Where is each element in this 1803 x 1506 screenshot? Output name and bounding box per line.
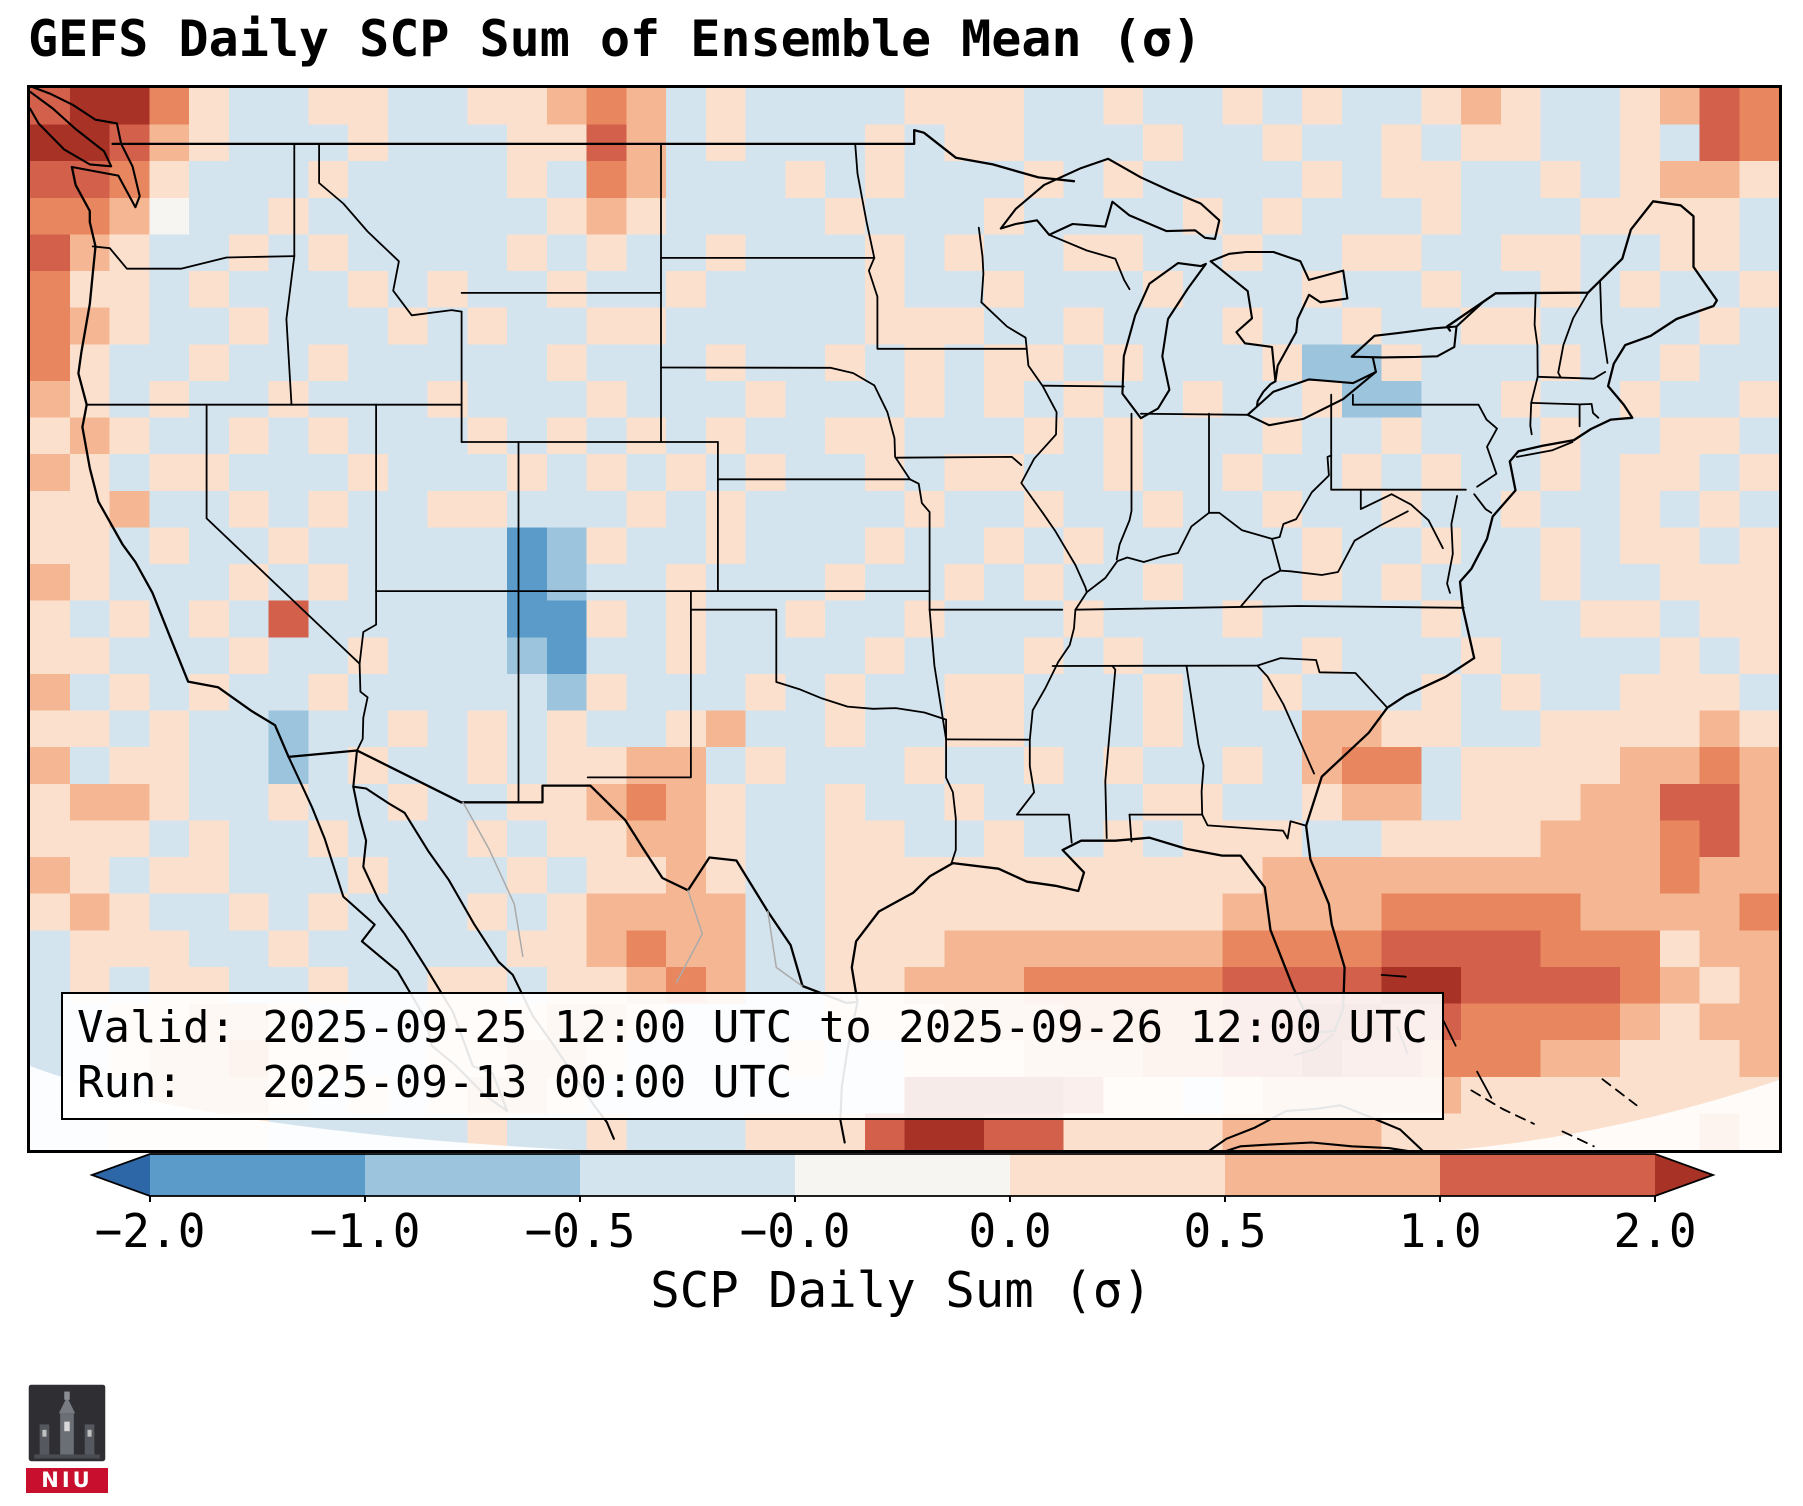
- colorbar-tick-label: −1.0: [309, 1204, 421, 1258]
- colorbar-tick-label: −0.0: [739, 1204, 851, 1258]
- valid-time-text: Valid: 2025-09-25 12:00 UTC to 2025-09-2…: [77, 1002, 1429, 1053]
- colorbar-tick-label: 1.0: [1398, 1204, 1482, 1258]
- niu-banner: NIU: [26, 1468, 108, 1493]
- validity-info-box: Valid: 2025-09-25 12:00 UTC to 2025-09-2…: [61, 992, 1445, 1120]
- page-title: GEFS Daily SCP Sum of Ensemble Mean (σ): [28, 10, 1202, 68]
- colorbar-tick-label: 0.0: [968, 1204, 1052, 1258]
- colorbar-tick-label: −2.0: [94, 1204, 206, 1258]
- run-time-text: Run: 2025-09-13 00:00 UTC: [77, 1057, 793, 1108]
- conus-scp-heatmap: [30, 88, 1779, 1150]
- colorbar-tick-label: −0.5: [524, 1204, 636, 1258]
- colorbar: [89, 1153, 1716, 1202]
- niu-banner-text: NIU: [41, 1468, 93, 1492]
- niu-emblem-icon: [28, 1384, 106, 1462]
- colorbar-tick-label: 2.0: [1613, 1204, 1697, 1258]
- map-frame: Valid: 2025-09-25 12:00 UTC to 2025-09-2…: [27, 85, 1782, 1153]
- colorbar-label: SCP Daily Sum (σ): [650, 1262, 1152, 1319]
- niu-logo: NIU: [26, 1380, 110, 1493]
- colorbar-tick-label: 0.5: [1183, 1204, 1267, 1258]
- colorbar-tick-labels: −2.0 −1.0 −0.5 −0.0 0.0 0.5 1.0 2.0: [0, 1204, 1803, 1260]
